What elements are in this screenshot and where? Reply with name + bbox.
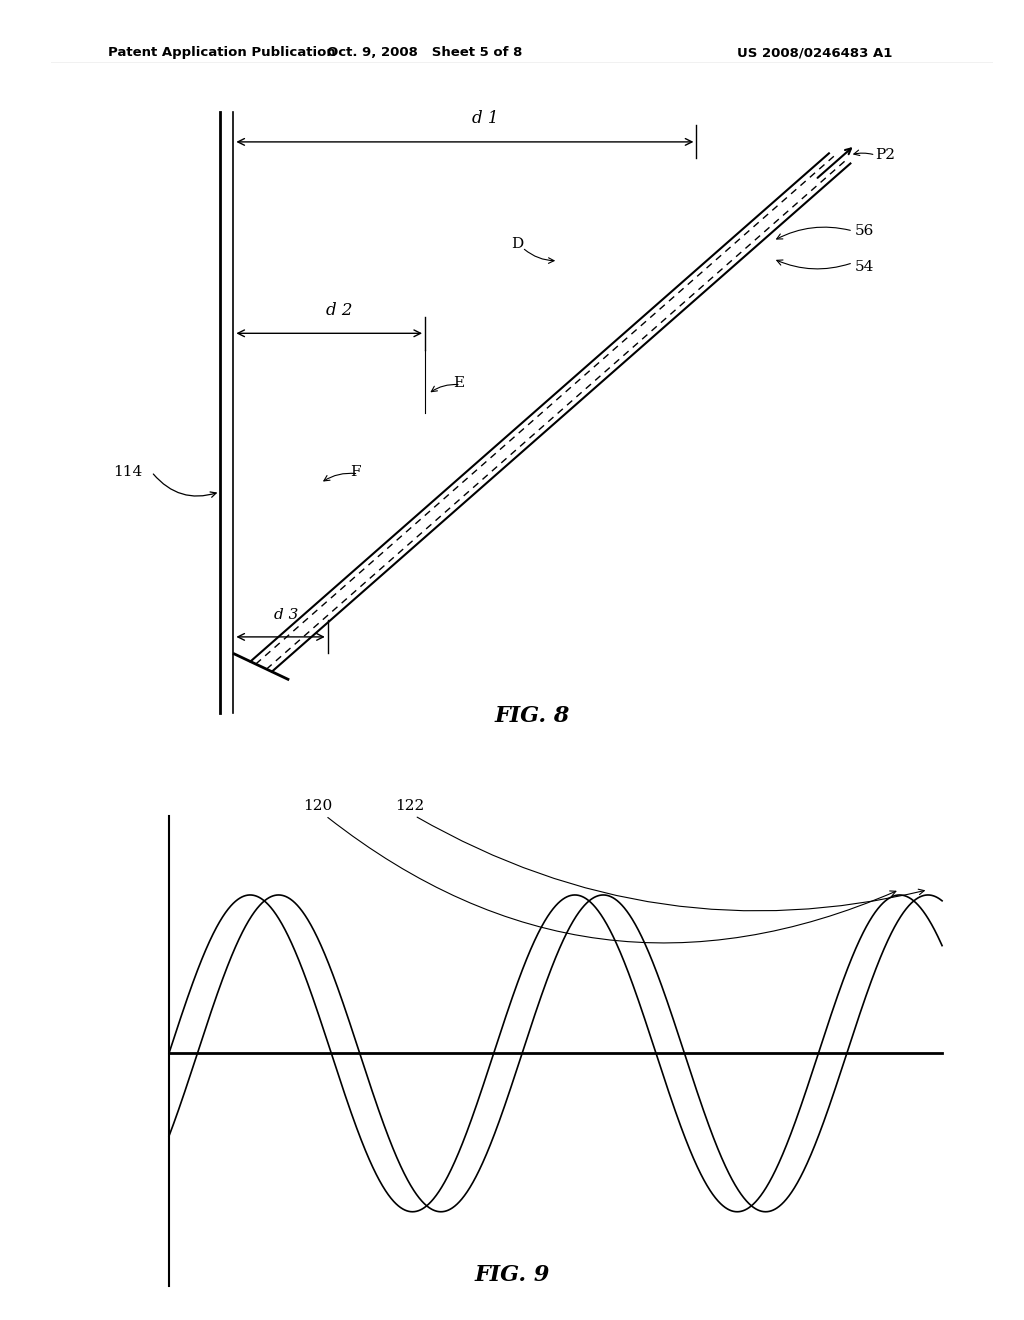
Text: 122: 122 (395, 799, 424, 813)
Text: d 3: d 3 (273, 609, 298, 623)
Text: 56: 56 (855, 224, 874, 238)
Text: Oct. 9, 2008   Sheet 5 of 8: Oct. 9, 2008 Sheet 5 of 8 (328, 46, 522, 59)
Text: D: D (511, 238, 523, 251)
Text: 114: 114 (114, 465, 142, 479)
Text: P2: P2 (876, 148, 896, 162)
Text: FIG. 8: FIG. 8 (495, 705, 570, 727)
Text: d 2: d 2 (327, 302, 352, 318)
Text: F: F (350, 465, 360, 479)
Text: 54: 54 (855, 260, 874, 275)
Text: Patent Application Publication: Patent Application Publication (108, 46, 335, 59)
Text: US 2008/0246483 A1: US 2008/0246483 A1 (737, 46, 893, 59)
Text: d 1: d 1 (472, 111, 499, 128)
Text: FIG. 9: FIG. 9 (474, 1263, 550, 1286)
Text: E: E (454, 376, 464, 389)
Text: 120: 120 (303, 799, 332, 813)
